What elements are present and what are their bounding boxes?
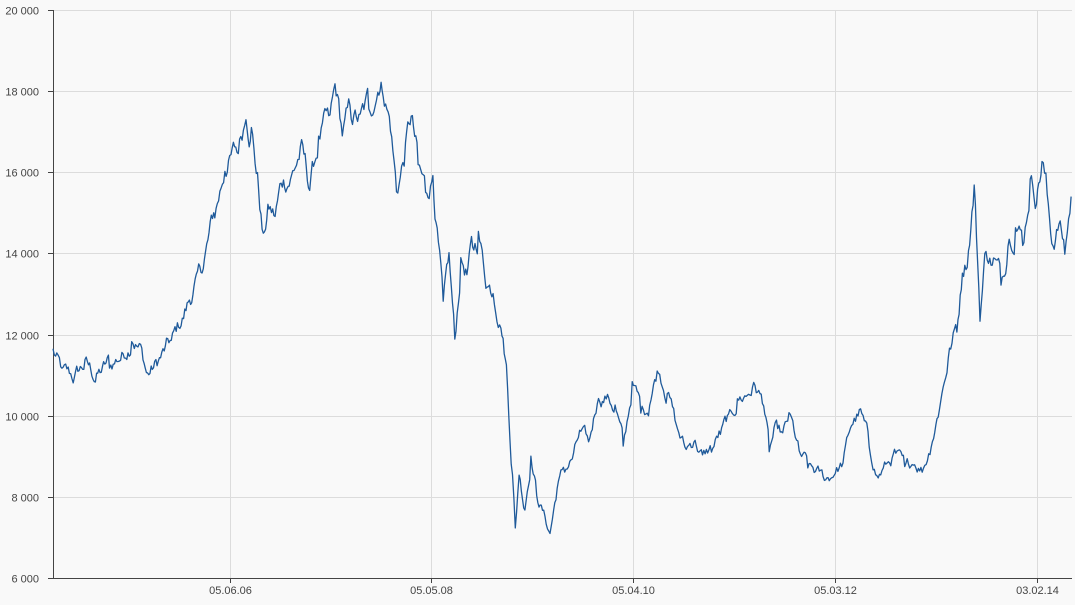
series-line xyxy=(52,81,1072,535)
x-tick-label: 05.06.06 xyxy=(209,585,252,597)
y-tick-label: 18 000 xyxy=(5,87,39,99)
x-tick-label: 03.02.14 xyxy=(1016,585,1059,597)
y-tick-label: 14 000 xyxy=(5,249,39,261)
y-tick-label: 8 000 xyxy=(11,493,39,505)
x-tick-label: 05.04.10 xyxy=(612,585,655,597)
y-tick-label: 16 000 xyxy=(5,168,39,180)
x-tick-label: 05.03.12 xyxy=(814,585,857,597)
y-tick-label: 20 000 xyxy=(5,6,39,18)
x-tick-label: 05.05.08 xyxy=(410,585,453,597)
y-tick-label: 6 000 xyxy=(11,574,39,586)
y-tick-label: 12 000 xyxy=(5,331,39,343)
y-tick-label: 10 000 xyxy=(5,412,39,424)
